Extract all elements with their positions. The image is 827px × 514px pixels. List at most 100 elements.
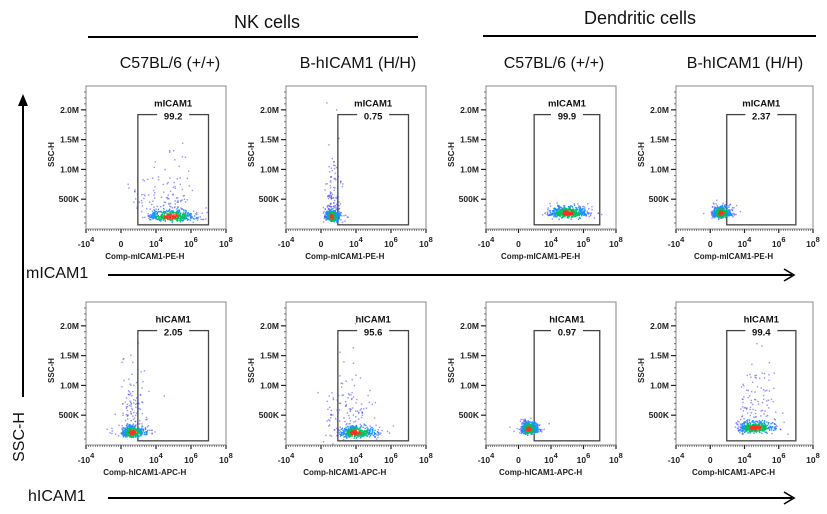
event-dot [560, 213, 562, 215]
event-dot [148, 215, 151, 217]
event-dot [577, 203, 579, 205]
event-dot [347, 216, 349, 218]
event-dot [136, 428, 139, 430]
event-dot [187, 213, 189, 215]
event-dot [350, 432, 353, 435]
event-dot [145, 432, 147, 434]
event-dot [551, 213, 553, 215]
event-dot [547, 212, 549, 214]
event-dot [749, 432, 751, 434]
event-dot [354, 429, 356, 431]
event-dot [761, 401, 764, 404]
event-dot [528, 423, 531, 425]
x-axis-label: Comp-hICAM1-APC-H [103, 468, 186, 477]
event-dot [338, 215, 340, 218]
event-dot [339, 426, 341, 428]
event-dot [131, 409, 134, 411]
event-dot [128, 435, 131, 437]
event-dot [184, 217, 186, 219]
x-tick-label: 0 [516, 239, 521, 249]
event-dot [345, 426, 347, 429]
event-dot [748, 421, 751, 423]
event-dot [712, 215, 715, 217]
event-dot [182, 195, 185, 197]
event-dot [141, 202, 143, 204]
row-label-hicam1: hICAM1 [28, 488, 86, 505]
event-dot [371, 428, 374, 431]
event-dot [521, 428, 524, 430]
event-dot [744, 406, 746, 409]
event-dot [159, 220, 162, 222]
event-dot [353, 384, 356, 387]
event-dot [710, 212, 713, 214]
event-dot [541, 429, 543, 431]
event-dot [714, 214, 716, 217]
event-dot [553, 207, 555, 210]
event-dot [133, 411, 135, 414]
event-dot [121, 432, 123, 435]
x-axis-label: Comp-mICAM1-PE-H [305, 252, 384, 261]
event-dot [347, 427, 350, 430]
event-dot [766, 400, 768, 402]
event-dot [327, 215, 330, 217]
event-dot [134, 433, 136, 436]
event-dot [361, 435, 364, 437]
event-dot [177, 216, 179, 219]
event-dot [331, 392, 333, 394]
event-dot [753, 416, 755, 418]
event-dot [172, 212, 174, 214]
x-tick-label: 104 [149, 451, 163, 465]
event-dot [329, 205, 332, 208]
event-dot [134, 403, 137, 406]
event-dot [747, 423, 750, 425]
event-dot [741, 423, 743, 425]
event-dot [141, 401, 143, 403]
event-dot [767, 399, 770, 401]
event-dot [527, 424, 529, 426]
column-title-4: B-hICAM1 (H/H) [686, 55, 804, 72]
event-dot [573, 215, 575, 218]
event-dot [137, 429, 140, 431]
event-dot [371, 431, 373, 433]
y-axis-arrow-label: SSC-H [11, 412, 28, 462]
event-dot [153, 217, 155, 219]
event-dot [341, 386, 343, 388]
event-dot [575, 209, 578, 212]
event-dot [751, 420, 754, 422]
event-dot [165, 196, 168, 199]
event-dot [328, 218, 330, 221]
y-tick-label: 1.5M [460, 135, 479, 145]
event-dot [130, 433, 132, 436]
event-dot [751, 426, 754, 428]
event-dot [325, 434, 327, 437]
event-dot [737, 424, 739, 426]
event-dot [574, 215, 577, 217]
event-dot [741, 429, 744, 431]
event-dot [741, 424, 743, 426]
event-dot [123, 357, 125, 360]
event-dot [750, 399, 753, 402]
event-dot [567, 217, 569, 219]
event-dot [332, 214, 335, 216]
event-dot [163, 191, 165, 193]
event-dot [149, 218, 151, 221]
event-dot [787, 433, 789, 435]
y-axis-label: SSC-H [447, 358, 456, 383]
event-dot [183, 198, 186, 201]
event-dot [155, 208, 157, 210]
event-dot [168, 197, 170, 200]
event-dot [130, 436, 133, 439]
event-dot [591, 205, 593, 208]
event-dot [336, 187, 339, 190]
event-dot [333, 160, 335, 163]
event-dot [359, 428, 361, 430]
event-dot [326, 211, 328, 213]
event-dot [339, 203, 342, 205]
event-dot [134, 429, 136, 431]
event-dot [377, 432, 380, 435]
event-dot [720, 206, 722, 208]
event-dot [580, 208, 583, 211]
event-dot [154, 161, 156, 163]
event-dot [345, 433, 348, 436]
event-dot [167, 181, 169, 184]
